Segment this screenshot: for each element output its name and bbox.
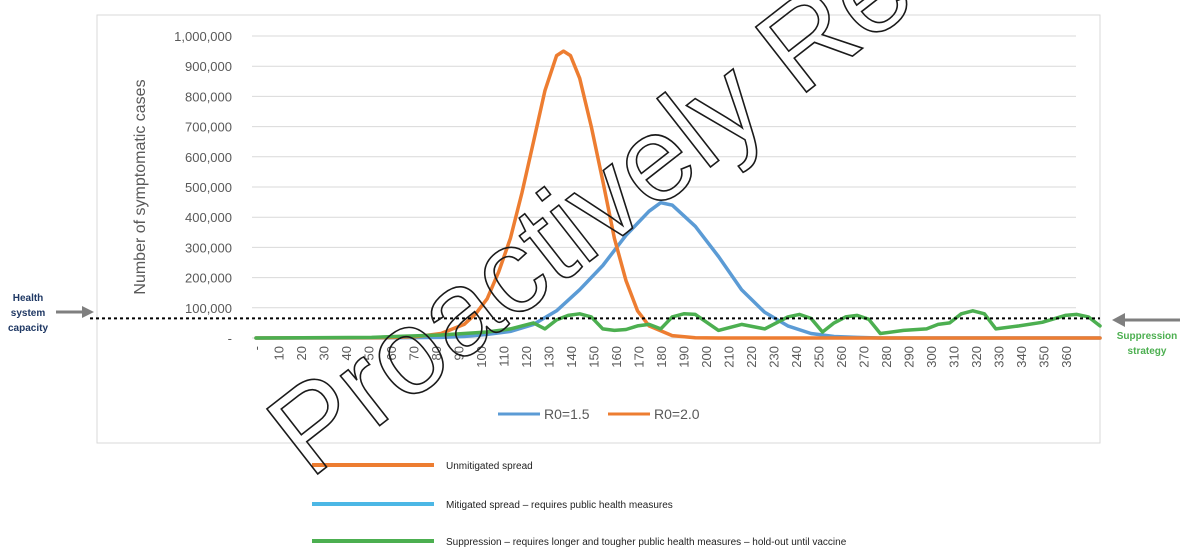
- x-tick-label: 290: [902, 346, 917, 368]
- x-tick-label: 330: [992, 346, 1007, 368]
- right-arrow-head-icon: [1112, 313, 1125, 327]
- y-tick-label: 200,000: [185, 271, 232, 286]
- x-tick-label: 150: [587, 346, 602, 368]
- y-tick-label: 300,000: [185, 240, 232, 255]
- x-tick-label: 190: [677, 346, 692, 368]
- left-label-line-1: Health: [13, 293, 44, 304]
- x-tick-label: 90: [452, 346, 467, 360]
- x-tick-labels: - 10 20 30 40 50 60 70 80 90 100 110 120 130 140 150 160…: [249, 346, 1074, 368]
- right-label-line-2: strategy: [1128, 346, 1167, 357]
- x-tick-label: 240: [789, 346, 804, 368]
- y-tick-label: -: [228, 331, 232, 346]
- x-tick-label: 100: [474, 346, 489, 368]
- y-tick-label: 400,000: [185, 210, 232, 225]
- legend-label-r0-2-0: R0=2.0: [654, 406, 700, 422]
- x-tick-label: 110: [497, 346, 512, 367]
- y-tick-label: 1,000,000: [174, 29, 232, 44]
- x-tick-label: 170: [632, 346, 647, 368]
- chart-legend: R0=1.5 R0=2.0: [498, 406, 700, 422]
- right-label-line-1: Suppression: [1117, 331, 1178, 342]
- bottom-legend: Unmitigated spread Mitigated spread – re…: [312, 461, 847, 548]
- x-tick-label: 210: [722, 346, 737, 368]
- x-tick-label: 60: [384, 346, 399, 360]
- x-tick-label: 200: [699, 346, 714, 368]
- x-tick-label: 280: [879, 346, 894, 368]
- series-line-r0-2-0: [254, 49, 1102, 340]
- x-tick-label: 20: [294, 346, 309, 360]
- series-line-suppression: [254, 309, 1102, 340]
- y-tick-label: 500,000: [185, 180, 232, 195]
- y-axis-label: Number of symptomatic cases: [132, 79, 149, 294]
- x-tick-label: -: [249, 346, 264, 350]
- bottom-legend-text-unmitigated: Unmitigated spread: [446, 461, 533, 472]
- x-tick-label: 360: [1059, 346, 1074, 368]
- bottom-legend-text-suppression: Suppression – requires longer and toughe…: [446, 537, 847, 548]
- y-tick-label: 100,000: [185, 301, 232, 316]
- y-tick-labels: - 100,000 200,000 300,000 400,000 500,000 600,…: [174, 29, 232, 346]
- left-label-line-3: capacity: [8, 323, 48, 334]
- left-label-line-2: system: [11, 308, 46, 319]
- x-tick-label: 270: [857, 346, 872, 368]
- y-tick-label: 700,000: [185, 120, 232, 135]
- x-tick-label: 250: [812, 346, 827, 368]
- x-tick-label: 220: [744, 346, 759, 368]
- left-arrow-head-icon: [82, 306, 94, 318]
- x-tick-label: 350: [1037, 346, 1052, 368]
- x-tick-label: 40: [339, 346, 354, 360]
- series-lines: [254, 49, 1102, 340]
- x-tick-label: 50: [362, 346, 377, 360]
- x-tick-label: 310: [947, 346, 962, 368]
- bottom-legend-text-mitigated: Mitigated spread – requires public healt…: [446, 500, 673, 511]
- x-tick-label: 140: [564, 346, 579, 368]
- x-tick-label: 320: [969, 346, 984, 368]
- x-tick-label: 300: [924, 346, 939, 368]
- chart-frame: [96, 14, 1101, 444]
- x-tick-label: 70: [407, 346, 422, 360]
- x-tick-label: 10: [272, 346, 287, 360]
- x-tick-label: 340: [1014, 346, 1029, 368]
- x-tick-label: 260: [834, 346, 849, 368]
- y-tick-label: 600,000: [185, 150, 232, 165]
- y-tick-label: 800,000: [185, 89, 232, 104]
- x-tick-label: 80: [429, 346, 444, 360]
- x-tick-label: 120: [519, 346, 534, 368]
- x-tick-label: 160: [609, 346, 624, 368]
- x-tick-label: 30: [317, 346, 332, 360]
- x-tick-label: 180: [654, 346, 669, 368]
- x-tick-label: 130: [542, 346, 557, 368]
- legend-label-r0-1-5: R0=1.5: [544, 406, 590, 422]
- x-tick-label: 230: [767, 346, 782, 368]
- suppression-strategy-label: Suppression strategy: [1112, 313, 1180, 357]
- y-tick-label: 900,000: [185, 59, 232, 74]
- health-capacity-label: Health system capacity: [8, 293, 94, 334]
